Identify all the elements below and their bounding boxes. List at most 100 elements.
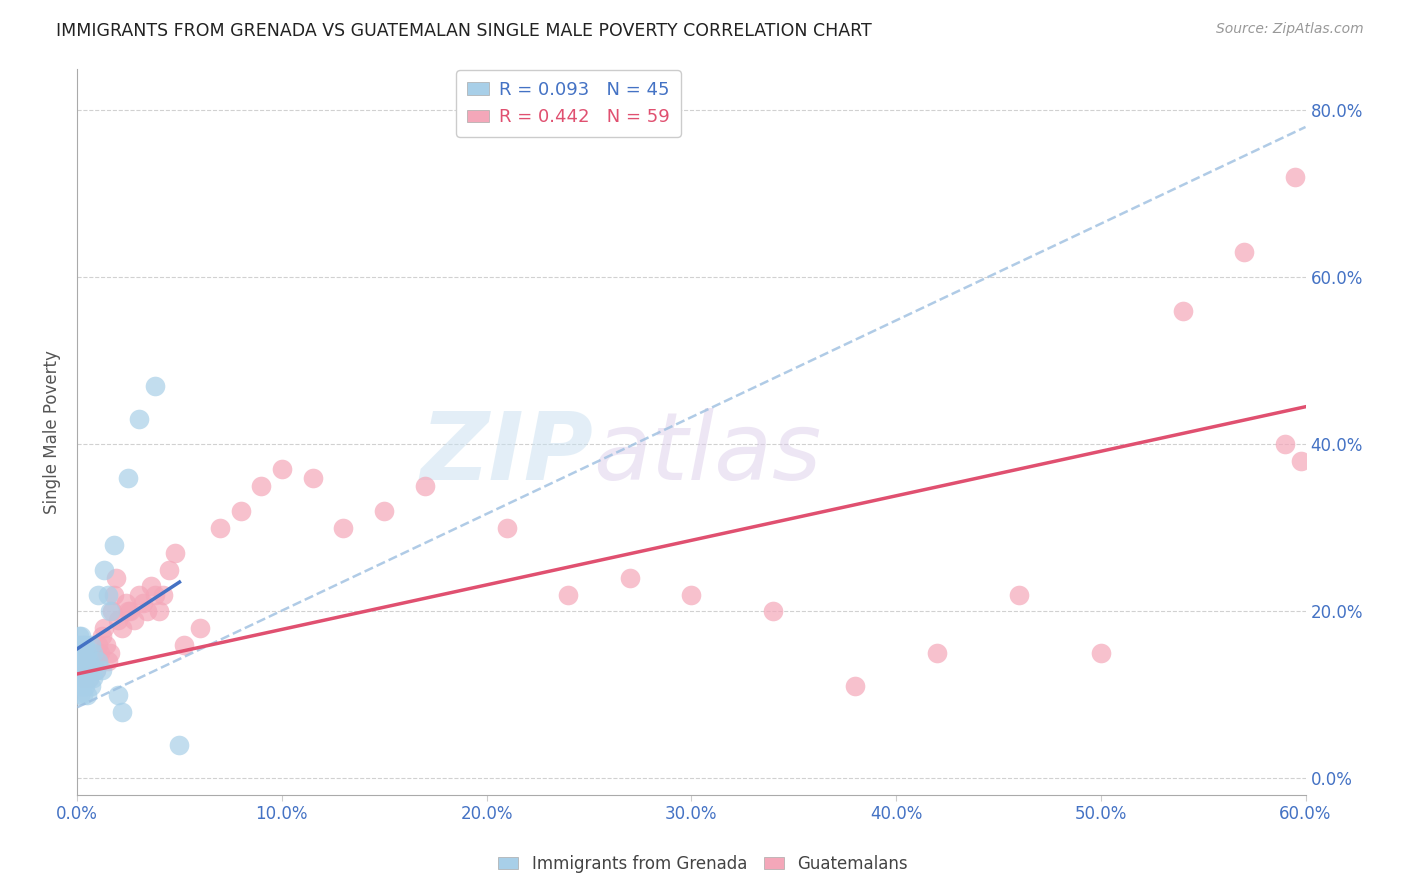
Point	[72, 671, 94, 685]
Point	[69, 663, 91, 677]
Point	[413, 479, 436, 493]
Point	[82, 646, 104, 660]
Point	[93, 621, 115, 635]
Point	[270, 462, 292, 476]
Point	[89, 646, 111, 660]
Point	[79, 671, 101, 685]
Point	[104, 571, 127, 585]
Point	[67, 655, 90, 669]
Point	[80, 646, 103, 660]
Point	[86, 588, 108, 602]
Point	[75, 680, 97, 694]
Point	[84, 663, 107, 677]
Point	[152, 588, 174, 602]
Point	[1008, 588, 1031, 602]
Text: ZIP: ZIP	[420, 408, 593, 500]
Point	[70, 671, 93, 685]
Point	[67, 655, 90, 669]
Point	[117, 471, 139, 485]
Point	[188, 621, 211, 635]
Point	[120, 604, 142, 618]
Point	[72, 646, 94, 660]
Point	[93, 563, 115, 577]
Point	[70, 680, 93, 694]
Point	[90, 663, 112, 677]
Point	[79, 655, 101, 669]
Point	[844, 680, 866, 694]
Point	[70, 655, 93, 669]
Point	[165, 546, 187, 560]
Point	[67, 629, 90, 643]
Point	[131, 596, 153, 610]
Y-axis label: Single Male Poverty: Single Male Poverty	[44, 350, 60, 514]
Point	[301, 471, 323, 485]
Point	[76, 663, 98, 677]
Point	[1090, 646, 1112, 660]
Point	[86, 638, 108, 652]
Text: atlas: atlas	[593, 408, 821, 500]
Point	[124, 613, 146, 627]
Point	[762, 604, 785, 618]
Text: IMMIGRANTS FROM GRENADA VS GUATEMALAN SINGLE MALE POVERTY CORRELATION CHART: IMMIGRANTS FROM GRENADA VS GUATEMALAN SI…	[56, 22, 872, 40]
Point	[101, 604, 124, 618]
Point	[67, 671, 90, 685]
Point	[250, 479, 273, 493]
Point	[98, 604, 121, 618]
Point	[86, 655, 108, 669]
Point	[76, 646, 98, 660]
Point	[97, 655, 120, 669]
Point	[72, 638, 94, 652]
Point	[496, 521, 519, 535]
Point	[75, 638, 97, 652]
Point	[135, 604, 157, 618]
Point	[173, 638, 195, 652]
Point	[115, 596, 138, 610]
Point	[69, 638, 91, 652]
Point	[103, 588, 125, 602]
Point	[70, 663, 93, 677]
Point	[1291, 454, 1313, 468]
Point	[1274, 437, 1296, 451]
Point	[111, 621, 134, 635]
Point	[139, 579, 162, 593]
Point	[1233, 245, 1256, 260]
Point	[67, 638, 90, 652]
Point	[69, 688, 91, 702]
Point	[67, 663, 90, 677]
Point	[128, 588, 150, 602]
Point	[157, 563, 180, 577]
Point	[97, 588, 120, 602]
Point	[107, 613, 129, 627]
Point	[619, 571, 641, 585]
Point	[143, 379, 166, 393]
Point	[103, 537, 125, 551]
Point	[98, 646, 121, 660]
Point	[94, 638, 117, 652]
Point	[143, 588, 166, 602]
Point	[76, 688, 98, 702]
Point	[169, 738, 191, 752]
Point	[82, 671, 104, 685]
Point	[128, 412, 150, 426]
Point	[76, 655, 98, 669]
Point	[72, 688, 94, 702]
Point	[111, 705, 134, 719]
Legend: R = 0.093   N = 45, R = 0.442   N = 59: R = 0.093 N = 45, R = 0.442 N = 59	[456, 70, 681, 137]
Point	[925, 646, 948, 660]
Point	[229, 504, 252, 518]
Point	[72, 655, 94, 669]
Point	[75, 663, 97, 677]
Point	[557, 588, 579, 602]
Point	[70, 629, 93, 643]
Legend: Immigrants from Grenada, Guatemalans: Immigrants from Grenada, Guatemalans	[492, 848, 914, 880]
Point	[107, 688, 129, 702]
Point	[82, 655, 104, 669]
Point	[67, 646, 90, 660]
Point	[80, 638, 103, 652]
Point	[79, 671, 101, 685]
Point	[70, 646, 93, 660]
Point	[70, 646, 93, 660]
Point	[332, 521, 354, 535]
Point	[1284, 170, 1306, 185]
Point	[72, 671, 94, 685]
